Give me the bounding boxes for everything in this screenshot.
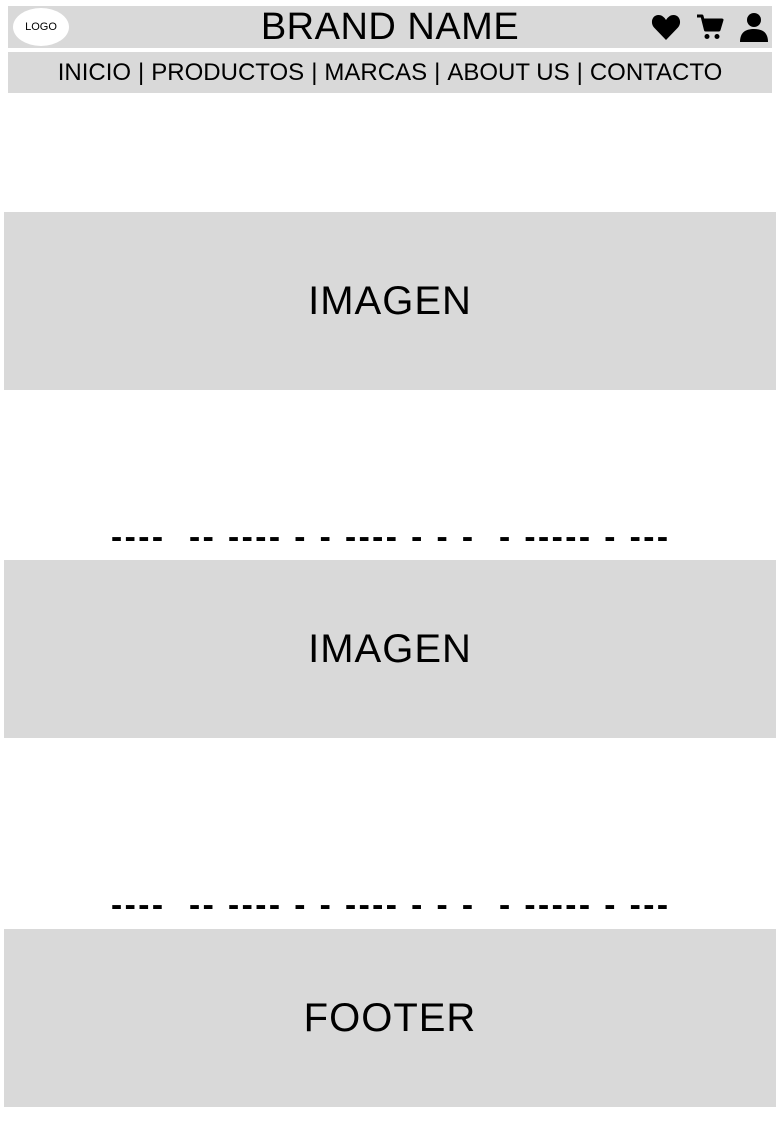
nav-item-productos[interactable]: PRODUCTOS <box>151 58 305 86</box>
cart-icon[interactable] <box>694 11 726 43</box>
logo-label: LOGO <box>25 21 57 33</box>
logo[interactable]: LOGO <box>13 8 69 46</box>
nav-separator: | <box>311 58 318 86</box>
header-bar: LOGO BRAND NAME <box>8 6 772 48</box>
placeholder-text-line: ---- -- ---- - - ---- - - - - ----- - --… <box>110 889 671 922</box>
image-placeholder: IMAGEN <box>4 212 776 390</box>
nav-separator: | <box>434 58 441 86</box>
nav-item-marcas[interactable]: MARCAS <box>324 58 428 86</box>
footer: FOOTER <box>4 929 776 1107</box>
heart-icon[interactable] <box>650 11 682 43</box>
nav-separator: | <box>576 58 583 86</box>
nav-item-contacto[interactable]: CONTACTO <box>589 58 723 86</box>
placeholder-text-line: ---- -- ---- - - ---- - - - - ----- - --… <box>110 521 671 554</box>
user-icon[interactable] <box>738 11 770 43</box>
brand-name[interactable]: BRAND NAME <box>260 6 520 48</box>
image-label: IMAGEN <box>308 626 472 671</box>
nav-item-inicio[interactable]: INICIO <box>57 58 132 86</box>
nav-item-about-us[interactable]: ABOUT US <box>447 58 570 86</box>
main-nav: INICIO | PRODUCTOS | MARCAS | ABOUT US |… <box>8 52 772 93</box>
header-icons <box>650 6 772 48</box>
image-label: IMAGEN <box>308 278 472 323</box>
image-placeholder: IMAGEN <box>4 560 776 738</box>
footer-label: FOOTER <box>303 995 477 1040</box>
nav-separator: | <box>138 58 145 86</box>
